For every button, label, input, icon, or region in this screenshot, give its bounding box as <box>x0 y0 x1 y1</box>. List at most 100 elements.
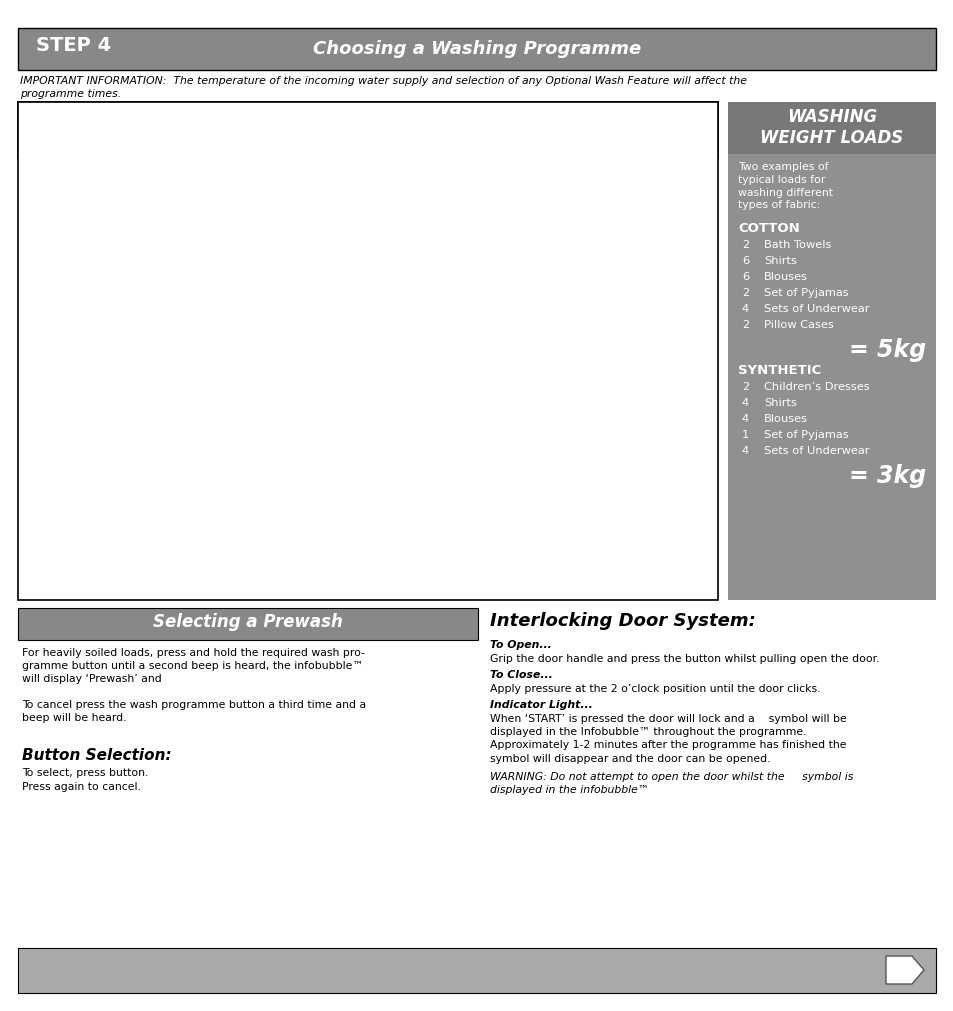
Text: Blouses: Blouses <box>763 272 807 282</box>
Text: 30 - 35: 30 - 35 <box>491 545 527 555</box>
Text: Interlocking Door System:: Interlocking Door System: <box>490 612 755 630</box>
Text: Full
Load: Full Load <box>440 106 470 128</box>
Text: 6: 6 <box>741 272 748 282</box>
Text: Sets of Underwear: Sets of Underwear <box>763 304 868 314</box>
Bar <box>18 158 718 203</box>
Text: 50 - 60: 50 - 60 <box>491 393 527 403</box>
Text: 900rpm: 900rpm <box>590 545 631 555</box>
Text: 900rpm: 900rpm <box>590 326 631 336</box>
Text: 2: 2 <box>741 320 748 330</box>
Text: 40: 40 <box>79 389 92 399</box>
Text: D: D <box>22 323 38 342</box>
Text: 40: 40 <box>391 266 404 276</box>
Text: Temp.
°C: Temp. °C <box>391 106 427 128</box>
Text: Pillow Cases: Pillow Cases <box>763 320 833 330</box>
Text: warm: warm <box>391 545 420 555</box>
Text: 35 - 40: 35 - 40 <box>491 521 527 531</box>
Text: White Cotton & Linen
without special finishes.: White Cotton & Linen without special fin… <box>123 162 244 184</box>
Text: Sets of Underwear: Sets of Underwear <box>763 446 868 456</box>
Text: 95: 95 <box>79 172 92 182</box>
Text: 40: 40 <box>79 262 92 272</box>
Bar <box>18 102 718 158</box>
Text: E: E <box>22 390 35 409</box>
Text: 5kg: 5kg <box>440 266 460 276</box>
Text: Refresh programmes: Refresh programmes <box>123 542 227 552</box>
Bar <box>727 102 935 154</box>
Bar <box>70 213 102 236</box>
Bar <box>70 318 102 341</box>
Text: For heavily soiled loads, press and hold the required wash pro-
gramme button un: For heavily soiled loads, press and hold… <box>22 648 365 684</box>
Bar <box>70 169 102 190</box>
Bar <box>70 386 102 408</box>
Text: 2: 2 <box>741 288 748 298</box>
Text: 900rpm: 900rpm <box>590 446 631 456</box>
Text: Colourfast cotton, linen or
viscose without special finishes: Colourfast cotton, linen or viscose with… <box>123 207 280 229</box>
Text: 2: 2 <box>741 382 748 392</box>
Text: 50: 50 <box>391 326 404 336</box>
Bar <box>70 529 102 551</box>
Text: Children’s Dresses: Children’s Dresses <box>763 382 869 392</box>
Bar <box>18 203 718 248</box>
Text: Approx. Max
Spin Speed
depending
on model: Approx. Max Spin Speed depending on mode… <box>590 106 667 154</box>
Text: Grip the door handle and press the button whilst pulling open the door.: Grip the door handle and press the butto… <box>490 654 879 664</box>
Text: Indicator Light...: Indicator Light... <box>490 700 592 710</box>
Text: 1200rpm: 1200rpm <box>590 220 638 231</box>
Text: 4: 4 <box>741 304 748 314</box>
Text: Bath Towels: Bath Towels <box>763 240 830 250</box>
Text: WARNING: Do not attempt to open the door whilst the     symbol is
displayed in t: WARNING: Do not attempt to open the door… <box>490 772 853 796</box>
Text: 5kg: 5kg <box>440 176 460 185</box>
Text: F: F <box>22 458 35 476</box>
Text: Codes: Codes <box>69 106 106 116</box>
Bar <box>70 259 102 280</box>
Bar <box>18 428 718 503</box>
Text: 1200rpm: 1200rpm <box>590 266 638 276</box>
Text: Apply pressure at the 2 o’clock position until the door clicks.: Apply pressure at the 2 o’clock position… <box>490 684 820 694</box>
Bar <box>18 368 718 428</box>
Text: 120 - 140: 120 - 140 <box>491 176 540 185</box>
Text: G: G <box>22 533 38 551</box>
Text: IMPORTANT INFORMATION:  The temperature of the incoming water supply and selecti: IMPORTANT INFORMATION: The temperature o… <box>20 76 746 99</box>
Text: Woollen blankets, wool
mixtures with cotton, rayon
or silk.: Woollen blankets, wool mixtures with cot… <box>123 432 260 467</box>
Text: 55 - 65: 55 - 65 <box>491 446 527 456</box>
Text: Silk & printed acetate fabrics
with colours not fast at 40°: Silk & printed acetate fabrics with colo… <box>123 507 269 530</box>
Bar <box>70 454 102 475</box>
Text: Set of Pyjamas: Set of Pyjamas <box>763 430 848 440</box>
Text: 3kg: 3kg <box>440 393 460 403</box>
Text: 4: 4 <box>741 413 748 424</box>
Text: Set of Pyjamas: Set of Pyjamas <box>763 288 848 298</box>
Text: Choosing a Washing Programme: Choosing a Washing Programme <box>313 40 640 58</box>
Text: 60: 60 <box>79 216 92 226</box>
Bar <box>18 503 718 578</box>
Text: 1: 1 <box>741 430 748 440</box>
Text: 1.4kg: 1.4kg <box>440 470 470 480</box>
Text: 4: 4 <box>741 398 748 408</box>
Text: 50: 50 <box>79 321 92 332</box>
Text: 1200rpm: 1200rpm <box>590 176 638 185</box>
Text: COTTON: COTTON <box>738 222 799 235</box>
Text: ITCL: ITCL <box>21 106 48 116</box>
Text: 3kg: 3kg <box>440 326 460 336</box>
Text: 70 - 80: 70 - 80 <box>491 266 527 276</box>
Text: 60: 60 <box>391 220 404 231</box>
Text: 900rpm: 900rpm <box>590 470 631 480</box>
Text: 95: 95 <box>391 176 404 185</box>
Text: Selecting a Prewash: Selecting a Prewash <box>152 613 342 631</box>
Text: Non-colourfast cotton, linen
& viscose: Non-colourfast cotton, linen & viscose <box>123 252 262 274</box>
Text: STEP 4: STEP 4 <box>36 36 111 55</box>
Text: 2: 2 <box>741 240 748 250</box>
Text: Shrink resistant machine
washable wool: Shrink resistant machine washable wool <box>123 467 248 489</box>
Text: 150 - 170: 150 - 170 <box>491 220 540 231</box>
Text: 40: 40 <box>391 393 404 403</box>
Bar <box>18 248 718 293</box>
Text: Two examples of
typical loads for
washing different
types of fabric:: Two examples of typical loads for washin… <box>738 162 832 210</box>
Text: 6: 6 <box>741 256 748 266</box>
Text: 0.9kg: 0.9kg <box>440 545 470 555</box>
Text: 40: 40 <box>391 446 404 456</box>
Text: To Close...: To Close... <box>490 670 552 680</box>
Text: Shirts: Shirts <box>763 398 796 408</box>
Bar <box>18 608 477 640</box>
Text: 900rpm: 900rpm <box>590 393 631 403</box>
Bar <box>18 102 718 600</box>
Text: Programme
Time (mins)
based on hot
and cold fill: Programme Time (mins) based on hot and c… <box>491 106 570 154</box>
Bar <box>18 28 935 70</box>
